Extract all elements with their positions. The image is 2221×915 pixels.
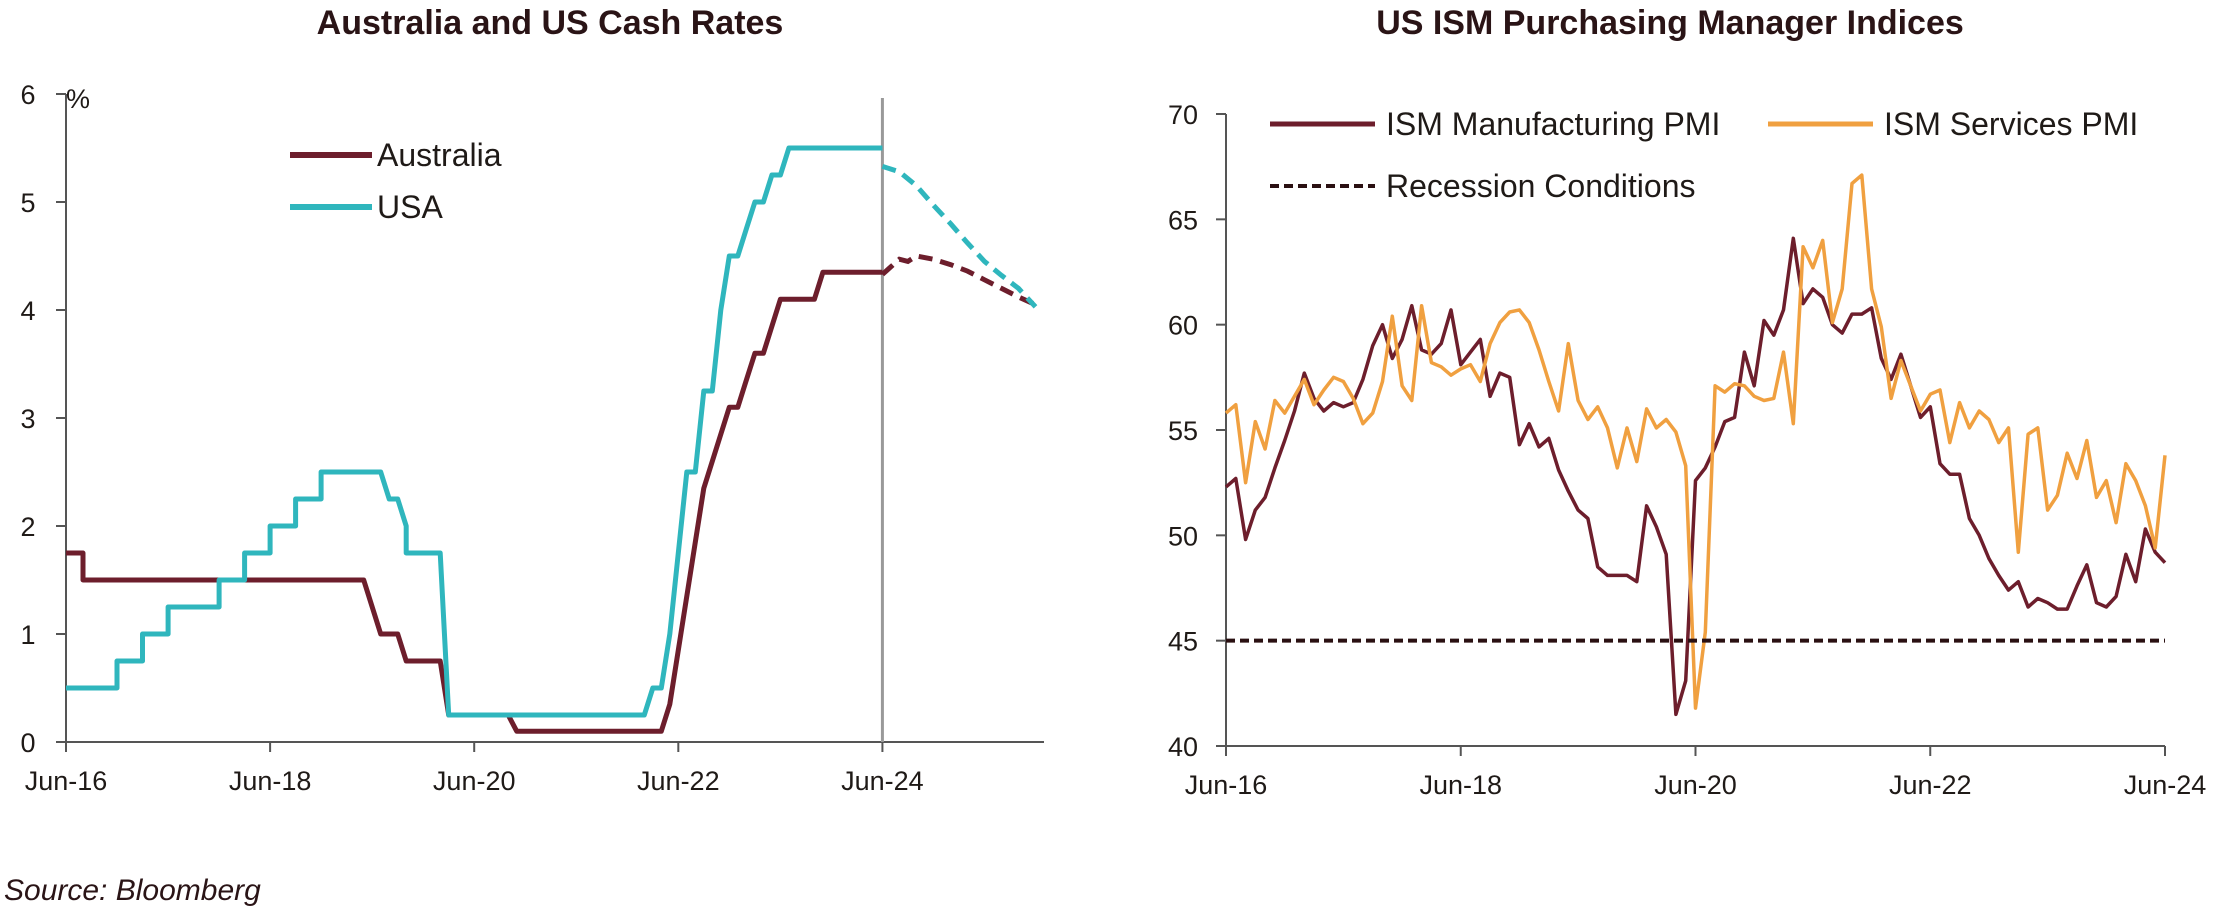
y-tick-label: 2 <box>20 512 35 542</box>
ism-services-pmi-series-line <box>1224 173 2167 710</box>
right-chart-title: US ISM Purchasing Manager Indices <box>1376 4 1964 42</box>
x-tick-label: Jun-24 <box>2124 770 2207 800</box>
x-tick-label: Jun-18 <box>1419 770 1502 800</box>
y-tick-label: 0 <box>20 728 35 758</box>
australia-forecast-line <box>880 253 1037 307</box>
y-tick-label: 40 <box>1168 732 1198 762</box>
y-tick-label: 1 <box>20 620 35 650</box>
x-tick-label: Jun-20 <box>1654 770 1737 800</box>
x-tick-label: Jun-20 <box>433 766 516 796</box>
y-tick-label: 3 <box>20 404 35 434</box>
usa-legend-label: USA <box>377 189 443 225</box>
y-tick-label: 50 <box>1168 521 1198 551</box>
cash-rates-chart: 0 1 2 3 4 5 6 % Jun-16 Jun-18 Jun-20 Jun-22 Jun-24 Au… <box>20 80 1044 796</box>
y-tick-label: 5 <box>20 188 35 218</box>
source-note: Source: Bloomberg <box>4 874 261 907</box>
y-axis-unit-label: % <box>66 84 90 114</box>
x-tick-label: Jun-22 <box>1889 770 1972 800</box>
ism-services-pmi-legend-label: ISM Services PMI <box>1884 106 2138 142</box>
x-tick-label: Jun-16 <box>1185 770 1268 800</box>
left-chart-title: Australia and US Cash Rates <box>316 4 784 42</box>
x-tick-label: Jun-24 <box>841 766 924 796</box>
australia-legend-label: Australia <box>377 137 502 173</box>
usa-series-line <box>66 145 883 718</box>
ism-pmi-chart: 40 45 50 55 60 65 70 Jun-16 Jun-18 Jun-20 Jun-22 Ju… <box>1168 100 2207 800</box>
x-tick-label: Jun-16 <box>25 766 108 796</box>
australia-series-line <box>66 269 883 734</box>
y-tick-label: 45 <box>1168 627 1198 657</box>
y-tick-label: 60 <box>1168 311 1198 341</box>
x-tick-label: Jun-22 <box>637 766 720 796</box>
ism-manufacturing-pmi-legend-label: ISM Manufacturing PMI <box>1386 106 1720 142</box>
ism-manufacturing-pmi-series-line <box>1224 236 2167 717</box>
recession-conditions-legend-label: Recession Conditions <box>1386 168 1696 204</box>
x-tick-label: Jun-18 <box>229 766 312 796</box>
y-tick-label: 65 <box>1168 205 1198 235</box>
y-tick-label: 4 <box>20 296 35 326</box>
y-tick-label: 70 <box>1168 100 1198 130</box>
usa-forecast-line <box>881 164 1038 309</box>
y-tick-label: 6 <box>20 80 35 110</box>
y-tick-label: 55 <box>1168 416 1198 446</box>
